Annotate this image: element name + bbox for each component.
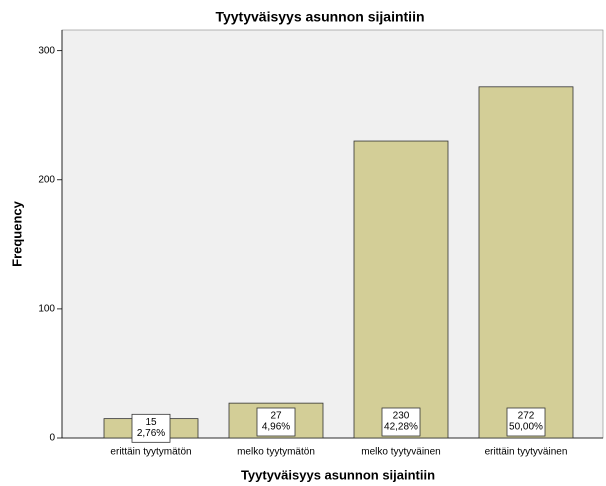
x-tick-label: erittäin tyytymätön — [110, 447, 191, 458]
data-label-box — [131, 413, 171, 443]
percent-label: 4,96% — [262, 422, 290, 433]
y-tick-label: 200 — [38, 174, 55, 185]
data-label-box — [256, 407, 296, 437]
data-label: 272 — [518, 411, 535, 422]
data-label-box — [381, 407, 421, 437]
data-label: 15 — [145, 417, 157, 428]
data-label: 230 — [393, 411, 410, 422]
bar — [353, 140, 449, 439]
y-tick-label: 100 — [38, 304, 55, 315]
x-tick-label: erittäin tyytyväinen — [485, 447, 568, 458]
data-label: 27 — [270, 411, 282, 422]
y-tick-label: 0 — [49, 433, 55, 444]
chart-title: Tyytyväisyys asunnon sijaintiin — [215, 9, 424, 25]
x-axis-label: Tyytyväisyys asunnon sijaintiin — [241, 467, 435, 482]
percent-label: 2,76% — [137, 428, 165, 439]
data-label-box — [506, 407, 546, 437]
x-tick-label: melko tyytymätön — [237, 447, 315, 458]
percent-label: 42,28% — [384, 422, 418, 433]
y-axis-label: Frequency — [9, 200, 24, 267]
x-tick-label: melko tyytyväinen — [361, 447, 440, 458]
y-tick-label: 300 — [38, 45, 55, 56]
bar — [478, 86, 574, 439]
percent-label: 50,00% — [509, 422, 543, 433]
